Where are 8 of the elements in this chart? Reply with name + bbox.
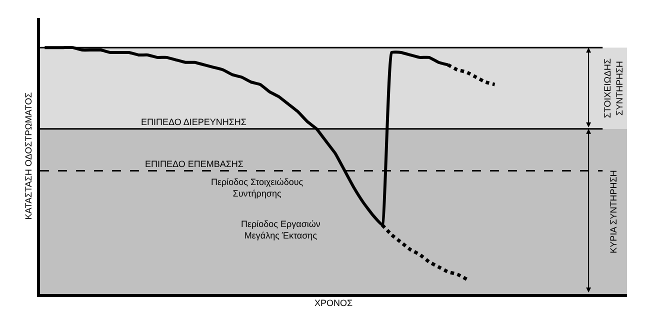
x-axis-title: ΧΡΟΝΟΣ — [314, 298, 353, 308]
y-axis-title: ΚΑΤΑΣΤΑΣΗ ΟΔΟΣΤΡΩΜΑΤΟΣ — [23, 92, 34, 220]
annotation: Περίοδος Εργασιών Μεγάλης Έκτασης — [241, 219, 321, 241]
band-label: ΣΤΟΙΧΕΙΩΔΗΣ ΣΥΝΤΗΡΗΣΗ — [602, 58, 624, 118]
band-label: ΚΥΡΙΑ ΣΥΝΤΗΡΗΣΗ — [608, 170, 618, 254]
annotation: Περίοδος Στοιχειώδους Συντήρησης — [211, 177, 304, 199]
ref-line-label: ΕΠΙΠΕΔΟ ΔΙΕΡΕΥΝΗΣΗΣ — [141, 117, 247, 127]
ref-line-label: ΕΠΙΠΕΔΟ ΕΠΕΜΒΑΣΗΣ — [145, 159, 244, 169]
